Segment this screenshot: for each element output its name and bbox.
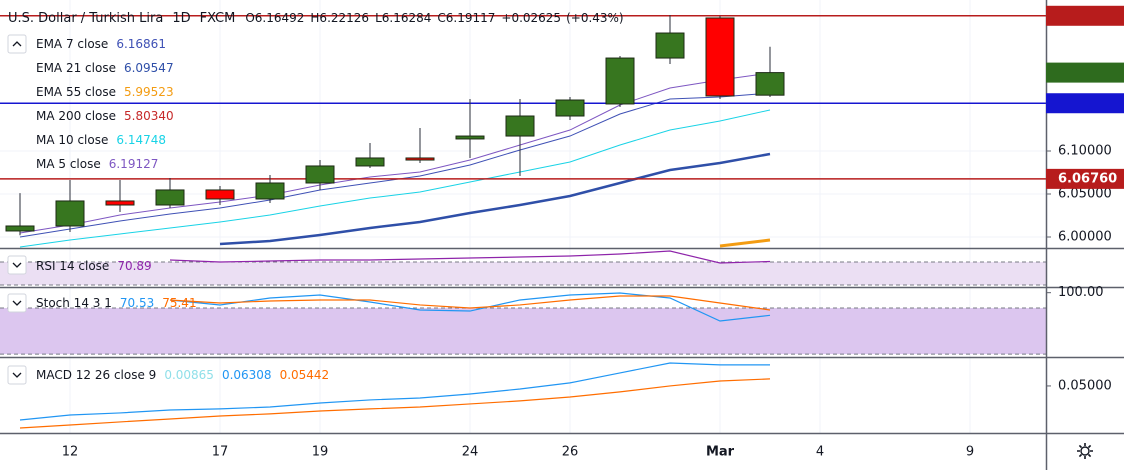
price-label-box: [1046, 168, 1124, 189]
candle-body: [705, 17, 735, 97]
interval: 1D: [172, 11, 190, 26]
y-tick-label: 6.00000: [1058, 229, 1112, 244]
pane-value: 70.89: [117, 259, 151, 273]
change-percent: (+0.43%): [566, 11, 624, 25]
legend-name: MA 10 close: [36, 133, 108, 147]
candle-body: [655, 32, 685, 59]
legend-value: 6.16861: [116, 37, 166, 51]
price-label-box: [1046, 62, 1124, 83]
pane-value: 75.41: [162, 296, 196, 310]
band-fill: [0, 262, 1046, 285]
legend-name: MA 5 close: [36, 157, 101, 171]
overlay-line: [719, 238, 771, 248]
marks-layer: [0, 15, 1046, 429]
pane-value: 0.05442: [280, 368, 330, 382]
x-tick-label: 4: [816, 445, 824, 460]
price-label: 6.06760: [1058, 171, 1117, 186]
indicator-line: [19, 362, 770, 421]
ohlc-value: L6.16284: [375, 11, 431, 25]
pane-title: RSI 14 close: [36, 259, 109, 273]
candle-body: [555, 99, 585, 117]
candle-body: [355, 157, 385, 167]
price-label-box: [1046, 5, 1124, 26]
indicator-line: [169, 250, 771, 264]
pane-value: 0.00865: [164, 368, 214, 382]
x-tick-label: Mar: [706, 445, 735, 460]
legend-name: MA 200 close: [36, 109, 116, 123]
legend-name: EMA 7 close: [36, 37, 108, 51]
legend-toggle[interactable]: [7, 293, 27, 313]
header: U.S. Dollar / Turkish Lira 1D FXCM O6.16492…: [8, 11, 624, 26]
legend-toggle[interactable]: [7, 34, 27, 54]
candle-body: [205, 189, 235, 200]
price-label-box: [1046, 93, 1124, 114]
y-tick-label: 100.00: [1058, 285, 1104, 300]
x-tick-label: 12: [62, 445, 79, 460]
x-tick-label: 24: [462, 445, 479, 460]
candle-body: [105, 200, 135, 206]
legend-entry: EMA 55 close 5.99523: [36, 85, 174, 99]
legend-value: 6.09547: [124, 61, 174, 75]
candle-body: [255, 182, 285, 200]
indicator-line: [169, 295, 771, 311]
pane-title: Stoch 14 3 1: [36, 296, 112, 310]
overlay-line: [219, 152, 771, 246]
symbol: U.S. Dollar / Turkish Lira: [8, 11, 163, 26]
candle-body: [405, 157, 435, 161]
indicator-line: [169, 292, 771, 322]
source: FXCM: [200, 11, 236, 26]
legend-entry: MA 200 close 5.80340: [36, 109, 174, 123]
candle-body: [755, 72, 785, 96]
pane-legend: RSI 14 close 70.89: [36, 259, 152, 273]
indicator-line: [19, 378, 771, 429]
y-tick-label: 0.05000: [1058, 378, 1112, 393]
pane-value: 70.53: [120, 296, 154, 310]
legend-value: 6.14748: [116, 133, 166, 147]
legend-toggle[interactable]: [7, 255, 27, 275]
legend-entry: EMA 7 close 6.16861: [36, 37, 166, 51]
y-tick-label: 6.05000: [1058, 186, 1112, 201]
candle-body: [5, 225, 35, 232]
legend-name: EMA 55 close: [36, 85, 116, 99]
x-tick-label: 17: [212, 445, 229, 460]
x-tick-label: 19: [312, 445, 329, 460]
overlay-line: [19, 109, 771, 248]
band-fill: [0, 308, 1046, 355]
candle-body: [55, 200, 85, 227]
y-tick-label: 6.10000: [1058, 144, 1112, 159]
legend-entry: EMA 21 close 6.09547: [36, 61, 174, 75]
pane-value: 0.06308: [222, 368, 272, 382]
pane-legend: Stoch 14 3 1 70.53 75.41: [36, 296, 197, 310]
background-layer: [0, 0, 1046, 433]
candle-body: [155, 189, 185, 206]
candle-body: [455, 135, 485, 140]
legend-value: 6.19127: [109, 157, 159, 171]
x-tick-label: 26: [562, 445, 579, 460]
legend-entry: MA 5 close 6.19127: [36, 157, 158, 171]
x-tick-label: 9: [966, 445, 974, 460]
legend-value: 5.80340: [124, 109, 174, 123]
ohlc-value: H6.22126: [310, 11, 369, 25]
legend-value: 5.99523: [124, 85, 174, 99]
candle-body: [505, 115, 535, 137]
legend-name: EMA 21 close: [36, 61, 116, 75]
candle-body: [305, 165, 335, 184]
legend-toggle[interactable]: [7, 365, 27, 385]
overlay-line: [19, 72, 771, 234]
change: +0.02625: [501, 11, 561, 25]
pane-title: MACD 12 26 close 9: [36, 368, 156, 382]
settings-button[interactable]: [1077, 443, 1093, 459]
candle-body: [605, 57, 635, 105]
ohlc-value: O6.16492: [245, 11, 304, 25]
legend-entry: MA 10 close 6.14748: [36, 133, 166, 147]
ohlc-value: C6.19117: [437, 11, 495, 25]
pane-legend: MACD 12 26 close 9 0.00865 0.06308 0.05442: [36, 368, 329, 382]
